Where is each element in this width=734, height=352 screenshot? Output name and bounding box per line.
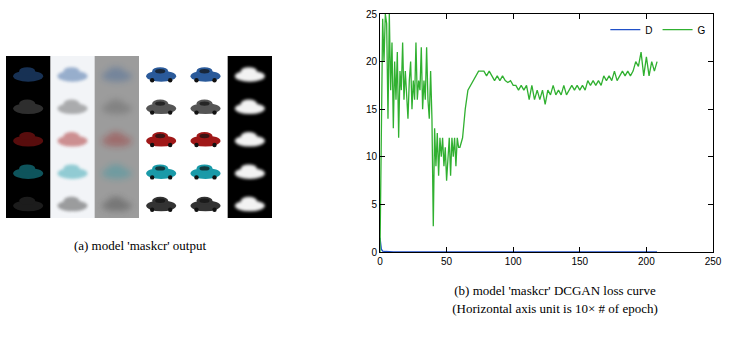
- svg-text:G: G: [698, 25, 706, 36]
- svg-text:100: 100: [505, 256, 522, 267]
- svg-text:20: 20: [366, 56, 378, 67]
- svg-text:200: 200: [638, 256, 655, 267]
- html-text:(b) model 'maskcr' DCGAN loss: (b) model 'maskcr' DCGAN loss curve: [454, 283, 656, 298]
- svg-text:250: 250: [705, 256, 722, 267]
- svg-text:D: D: [645, 25, 652, 36]
- svg-text:25: 25: [366, 9, 378, 20]
- svg-text:50: 50: [441, 256, 453, 267]
- html-text:(Horizontal axis unit is 10× #: (Horizontal axis unit is 10× # of epoch): [452, 301, 658, 316]
- svg-text:150: 150: [571, 256, 588, 267]
- svg-text:5: 5: [371, 199, 377, 210]
- svg-text:15: 15: [366, 104, 378, 115]
- svg-text:0: 0: [377, 256, 383, 267]
- svg-text:0: 0: [371, 247, 377, 258]
- svg-text:10: 10: [366, 151, 378, 162]
- html-text:(a) model 'maskcr' output: (a) model 'maskcr' output: [73, 238, 207, 253]
